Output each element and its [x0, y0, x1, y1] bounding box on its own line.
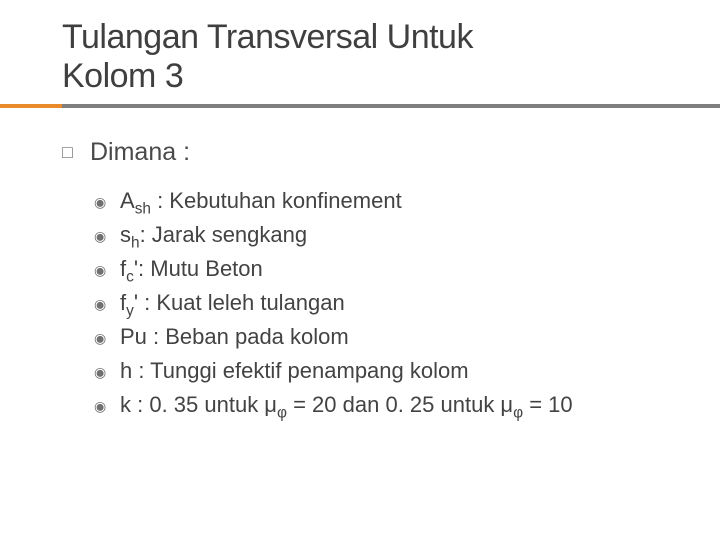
bullet-square-icon: □ [62, 142, 76, 163]
level2-item: ◉ Ash : Kebutuhan konfinement [94, 185, 720, 217]
title-line-1: Tulangan Transversal Untuk [62, 18, 473, 56]
level2-text: h : Tunggi efektif penampang kolom [120, 355, 469, 387]
bullet-dot-icon: ◉ [94, 260, 110, 280]
level2-text: Ash : Kebutuhan konfinement [120, 185, 402, 217]
level2-item: ◉ Pu : Beban pada kolom [94, 321, 720, 353]
level2-item: ◉ sh: Jarak sengkang [94, 219, 720, 251]
title-underline [0, 104, 720, 108]
level2-text: Pu : Beban pada kolom [120, 321, 349, 353]
slide-title: Tulangan Transversal Untuk Kolom 3 [0, 0, 720, 96]
level2-text: k : 0. 35 untuk μφ = 20 dan 0. 25 untuk … [120, 389, 573, 421]
bullet-dot-icon: ◉ [94, 192, 110, 212]
bullet-dot-icon: ◉ [94, 294, 110, 314]
content-area: □ Dimana : ◉Ash : Kebutuhan konfinement◉… [0, 108, 720, 420]
level2-text: sh: Jarak sengkang [120, 219, 307, 251]
level2-item: ◉ h : Tunggi efektif penampang kolom [94, 355, 720, 387]
level2-item: ◉ fy' : Kuat leleh tulangan [94, 287, 720, 319]
level2-text: fc': Mutu Beton [120, 253, 263, 285]
title-line-2: Kolom 3 [62, 57, 183, 95]
level2-item: ◉ fc': Mutu Beton [94, 253, 720, 285]
bullet-dot-icon: ◉ [94, 362, 110, 382]
bullet-dot-icon: ◉ [94, 226, 110, 246]
bullet-dot-icon: ◉ [94, 396, 110, 416]
title-underline-gray [62, 104, 720, 108]
level1-text: Dimana : [90, 138, 190, 167]
level2-text: fy' : Kuat leleh tulangan [120, 287, 345, 319]
level1-item: □ Dimana : [62, 138, 720, 167]
level2-item: ◉ k : 0. 35 untuk μφ = 20 dan 0. 25 untuk… [94, 389, 720, 421]
level2-group: ◉ Ash : Kebutuhan konfinement ◉ sh: Jarak s… [62, 185, 720, 420]
bullet-dot-icon: ◉ [94, 328, 110, 348]
title-underline-accent [0, 104, 62, 108]
